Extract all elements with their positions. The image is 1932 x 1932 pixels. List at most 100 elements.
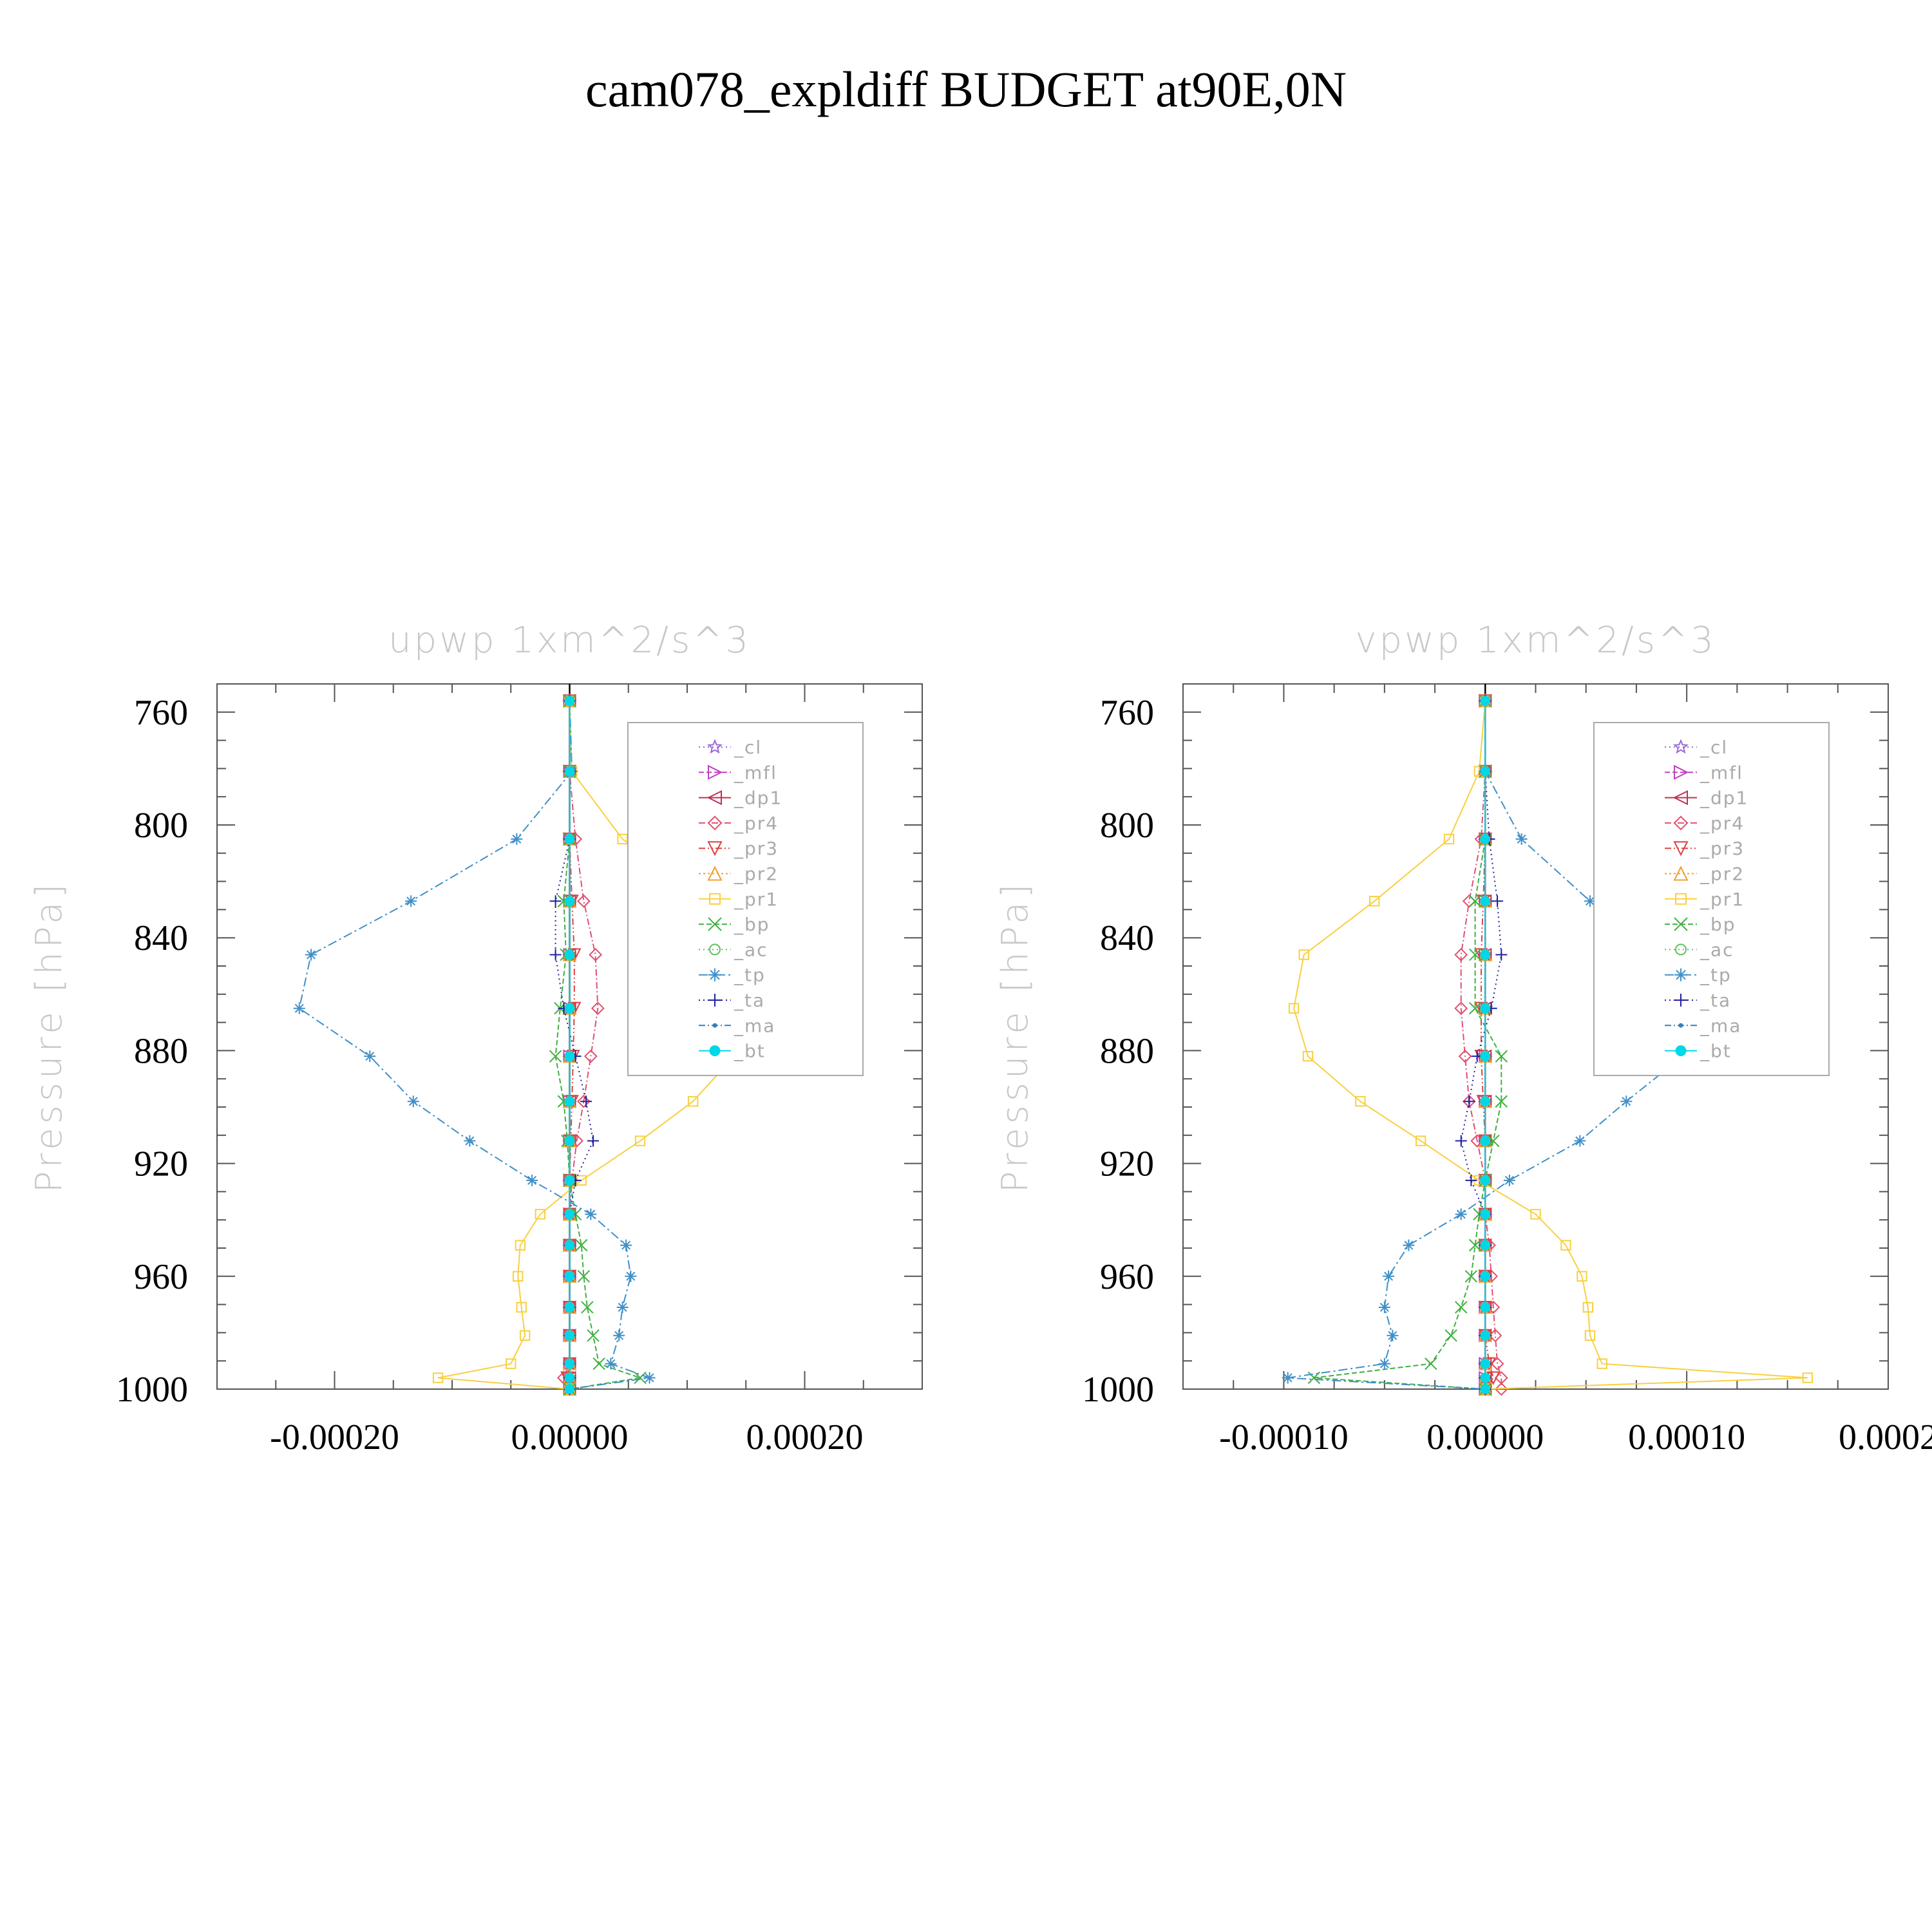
legend-entry: _pr3 bbox=[1665, 838, 1743, 859]
data-point bbox=[585, 1208, 597, 1220]
legend-label: _pr3 bbox=[734, 838, 779, 859]
data-point bbox=[1480, 834, 1490, 844]
data-point bbox=[1480, 1209, 1490, 1220]
data-point bbox=[564, 1358, 575, 1369]
data-point bbox=[620, 1239, 632, 1251]
legend-label: _bt bbox=[1700, 1041, 1732, 1062]
data-point bbox=[1443, 833, 1455, 845]
data-point bbox=[432, 1372, 444, 1383]
data-point bbox=[564, 766, 575, 777]
series-bt bbox=[1480, 696, 1490, 1394]
legend-entry: _pr2 bbox=[699, 864, 777, 885]
legend-label: _tp bbox=[1700, 965, 1732, 986]
figure-title: cam078_expldiff BUDGET at90E,0N bbox=[585, 61, 1347, 117]
data-point bbox=[1530, 1209, 1541, 1220]
data-point bbox=[1468, 1238, 1482, 1252]
data-point bbox=[564, 1175, 575, 1186]
data-point bbox=[1574, 1135, 1586, 1147]
legend-label: _bt bbox=[734, 1041, 766, 1062]
series-pr4 bbox=[556, 694, 605, 1396]
data-point bbox=[1492, 895, 1504, 907]
legend-label: _mfl bbox=[734, 762, 777, 783]
data-point bbox=[576, 894, 591, 908]
data-point bbox=[1378, 1358, 1390, 1370]
data-point bbox=[535, 1209, 546, 1220]
data-point bbox=[613, 1329, 625, 1341]
data-point bbox=[519, 1330, 531, 1341]
data-point bbox=[526, 1174, 538, 1186]
x-tick-label: -0.00020 bbox=[270, 1417, 399, 1457]
data-point bbox=[1415, 1135, 1426, 1146]
data-point bbox=[1387, 1329, 1399, 1341]
y-tick-label: 1000 bbox=[1082, 1370, 1154, 1410]
legend: _cl _mfl _dp1 _pr4 _pr3 _pr2 _pr1 _bp _ac _tp _ta _… bbox=[627, 722, 864, 1076]
data-point bbox=[511, 833, 523, 845]
data-point bbox=[1298, 949, 1309, 960]
data-point bbox=[1403, 1239, 1415, 1251]
data-point bbox=[643, 1372, 656, 1384]
series-bt bbox=[564, 696, 575, 1394]
x-tick-label: 0.0002 bbox=[1839, 1417, 1932, 1457]
data-point bbox=[1480, 949, 1490, 960]
series-bp bbox=[1307, 694, 1508, 1396]
data-point bbox=[1480, 1096, 1490, 1106]
legend-entry: _pr2 bbox=[1665, 864, 1743, 885]
data-point bbox=[564, 1003, 575, 1014]
legend-entry: _bt bbox=[699, 1041, 766, 1062]
data-point bbox=[1458, 1049, 1472, 1063]
data-point bbox=[564, 896, 575, 906]
y-tick-label: 960 bbox=[1100, 1257, 1154, 1297]
data-point bbox=[1468, 948, 1482, 961]
series-line bbox=[554, 701, 641, 1390]
data-point bbox=[1369, 896, 1380, 907]
legend-entry: _bp bbox=[1665, 914, 1735, 935]
panels: upwp 1xm^2/s^3 Pressure [hPa] 760 800 840 880… bbox=[28, 620, 1932, 1457]
data-point bbox=[1487, 1134, 1500, 1148]
data-point bbox=[549, 949, 562, 961]
legend-entry: _pr1 bbox=[699, 889, 777, 910]
panel-title: vpwp 1xm^2/s^3 bbox=[1355, 620, 1716, 661]
data-point bbox=[1480, 1175, 1490, 1186]
y-tick-label: 1000 bbox=[116, 1370, 188, 1410]
data-point bbox=[305, 949, 317, 961]
data-point bbox=[564, 1209, 575, 1220]
data-point bbox=[1495, 949, 1508, 961]
data-point bbox=[1515, 833, 1528, 845]
series-line bbox=[554, 701, 594, 1389]
data-point bbox=[564, 696, 575, 706]
data-point bbox=[1488, 1329, 1502, 1343]
data-point bbox=[592, 1357, 605, 1370]
data-point bbox=[1465, 1174, 1477, 1186]
data-point bbox=[583, 1049, 598, 1063]
data-point bbox=[1480, 896, 1490, 906]
series-line bbox=[1460, 701, 1502, 1389]
legend-entry: _ma bbox=[1665, 1015, 1740, 1036]
data-point bbox=[1425, 1357, 1437, 1370]
legend-entry: _ac bbox=[699, 939, 767, 960]
y-tick-label: 880 bbox=[1100, 1031, 1154, 1071]
data-point bbox=[1495, 1095, 1508, 1108]
data-point bbox=[564, 1302, 575, 1312]
legend-entry: _tp bbox=[1665, 965, 1732, 986]
y-tick-label: 840 bbox=[134, 918, 188, 958]
legend-entry: _cl bbox=[699, 737, 761, 758]
data-point bbox=[515, 1240, 526, 1251]
data-point bbox=[293, 1002, 305, 1014]
data-point bbox=[1468, 1001, 1482, 1015]
data-point bbox=[1620, 1095, 1633, 1108]
data-point bbox=[1468, 895, 1482, 907]
legend-entry: _dp1 bbox=[1665, 788, 1747, 809]
data-point bbox=[1455, 1135, 1467, 1147]
series-pr3 bbox=[560, 694, 582, 1397]
data-point bbox=[581, 1301, 594, 1314]
data-point bbox=[564, 1271, 575, 1282]
data-point bbox=[1464, 1270, 1478, 1283]
panel-title: upwp 1xm^2/s^3 bbox=[388, 620, 751, 661]
data-point bbox=[549, 1050, 562, 1063]
y-tick-label: 800 bbox=[1100, 806, 1154, 846]
legend-entry: _pr3 bbox=[699, 838, 779, 859]
data-point bbox=[464, 1135, 476, 1147]
data-point bbox=[1463, 1095, 1475, 1108]
data-point bbox=[1495, 1050, 1508, 1063]
data-point bbox=[1480, 1271, 1490, 1282]
